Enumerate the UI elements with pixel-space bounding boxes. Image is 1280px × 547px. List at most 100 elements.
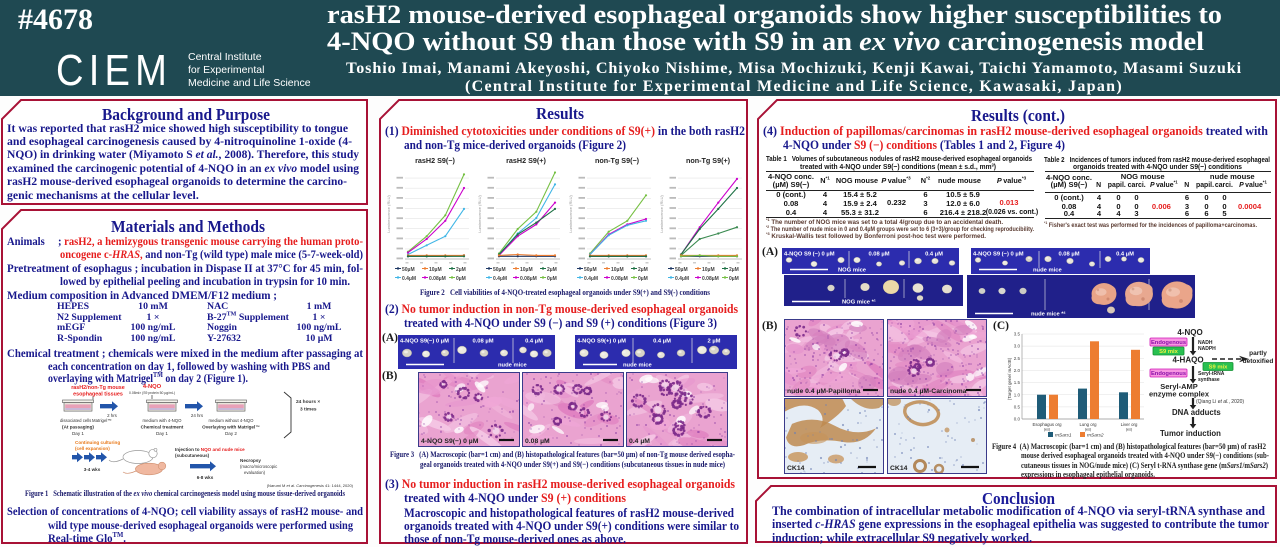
svg-text:1.5: 1.5 [1014, 380, 1021, 385]
svg-text:non-Tg S9(−): non-Tg S9(−) [595, 156, 640, 165]
svg-text:0.5: 0.5 [1014, 405, 1021, 410]
svg-text:(Target gene/ mActB): (Target gene/ mActB) [1007, 357, 1012, 400]
svg-text:0.0: 0.0 [1014, 417, 1021, 422]
svg-text:4-NQO: 4-NQO [1177, 328, 1202, 337]
svg-text:CK14: CK14 [787, 465, 805, 472]
svg-text:NADH: NADH [1198, 340, 1213, 346]
svg-text:4-NQO S9(−) 0 µM: 4-NQO S9(−) 0 µM [421, 438, 479, 445]
svg-text:0.4µM: 0.4µM [493, 276, 507, 282]
svg-text:2µM: 2µM [547, 267, 557, 273]
svg-text:0.4 µM: 0.4 µM [1116, 252, 1134, 258]
svg-text:Seryl-tRNA: Seryl-tRNA [1198, 371, 1225, 377]
svg-text:NOG mice: NOG mice [838, 268, 867, 274]
svg-text:24 hrs: 24 hrs [191, 413, 204, 418]
svg-text:2 µM: 2 µM [707, 339, 720, 345]
svg-text:0.08 µM: 0.08 µM [868, 252, 889, 258]
svg-text:0.08 µM: 0.08 µM [472, 339, 493, 345]
svg-text:(At passaging): (At passaging) [62, 425, 94, 430]
svg-text:50µM: 50µM [675, 267, 688, 273]
svg-text:rasH2/non-Tg mouse: rasH2/non-Tg mouse [71, 385, 125, 391]
svg-text:Matrigel™: Matrigel™ [92, 418, 112, 423]
svg-text:4-NQO S9(−) 0 µM: 4-NQO S9(−) 0 µM [400, 339, 449, 345]
svg-text:dissociated cells: dissociated cells [60, 418, 91, 423]
svg-text:S9 mix: S9 mix [1159, 349, 1178, 355]
svg-text:3-4 wks: 3-4 wks [84, 467, 101, 472]
svg-text:2 hrs: 2 hrs [107, 413, 118, 418]
svg-text:50µM: 50µM [493, 267, 506, 273]
svg-text:0.4 µM: 0.4 µM [653, 339, 671, 345]
svg-text:Luminescence (RLU): Luminescence (RLU) [386, 195, 391, 233]
svg-text:Endogenous: Endogenous [1151, 340, 1186, 346]
svg-text:nude 0.4 µM-Carcinoma: nude 0.4 µM-Carcinoma [890, 388, 967, 395]
svg-text:NOG mice *¹: NOG mice *¹ [842, 299, 876, 306]
svg-text:50µM: 50µM [402, 267, 415, 273]
svg-text:Continuing culturing: Continuing culturing [75, 440, 120, 445]
svg-text:0µM: 0µM [456, 276, 466, 282]
svg-text:Day 1: Day 1 [156, 431, 168, 436]
svg-text:(Qiang Li et al., 2020): (Qiang Li et al., 2020) [1196, 399, 1244, 405]
svg-text:4-NQO S9(+) 0 µM: 4-NQO S9(+) 0 µM [577, 339, 626, 345]
svg-text:4-NQO: 4-NQO [143, 384, 162, 390]
svg-text:esophageal tissues: esophageal tissues [73, 392, 123, 398]
svg-text:rasH2 S9(−): rasH2 S9(−) [415, 156, 455, 165]
svg-text:nude mice: nude mice [623, 363, 652, 369]
svg-text:partly: partly [1249, 350, 1267, 357]
svg-text:1.0: 1.0 [1014, 392, 1021, 397]
svg-text:nude mice *²: nude mice *² [1031, 311, 1066, 318]
svg-text:2µM: 2µM [638, 267, 648, 273]
svg-text:Seryl-AMP: Seryl-AMP [1160, 382, 1198, 391]
svg-text:0.4µM: 0.4µM [584, 276, 598, 282]
svg-text:0.08µM: 0.08µM [429, 276, 446, 282]
svg-text:NADPH: NADPH [1198, 346, 1216, 352]
svg-text:Luminescence (RLU): Luminescence (RLU) [659, 195, 664, 233]
svg-text:(cell expansion): (cell expansion) [75, 446, 110, 451]
svg-text:nude mice: nude mice [1033, 268, 1062, 274]
svg-text:(subcutaneous): (subcutaneous) [175, 453, 210, 458]
svg-text:DNA adducts: DNA adducts [1172, 408, 1221, 417]
svg-text:6-8 wks: 6-8 wks [197, 475, 214, 480]
svg-text:10µM: 10µM [520, 267, 533, 273]
svg-text:CK14: CK14 [890, 465, 908, 472]
svg-text:mSars1: mSars1 [1055, 433, 1072, 439]
svg-text:0µM: 0µM [729, 276, 739, 282]
svg-text:0.4µM: 0.4µM [402, 276, 416, 282]
svg-text:0.4 µM: 0.4 µM [629, 438, 650, 445]
svg-text:mSars2: mSars2 [1087, 433, 1104, 439]
svg-text:2µM: 2µM [456, 267, 466, 273]
svg-text:2.0: 2.0 [1014, 368, 1021, 373]
svg-text:0.08µM: 0.08µM [520, 276, 537, 282]
svg-text:3.0: 3.0 [1014, 344, 1021, 349]
svg-text:Necropsy: Necropsy [240, 458, 261, 463]
svg-text:rasH2 S9(+): rasH2 S9(+) [506, 156, 546, 165]
svg-text:0.4 µM: 0.4 µM [525, 339, 543, 345]
svg-text:S9 mix: S9 mix [1209, 365, 1228, 371]
svg-text:enzyme complex: enzyme complex [1149, 390, 1210, 399]
svg-text:medium without 4-NQO: medium without 4-NQO [209, 418, 255, 423]
svg-text:10µM: 10µM [611, 267, 624, 273]
svg-text:non-Tg S9(+): non-Tg S9(+) [686, 156, 731, 165]
svg-text:0µM: 0µM [638, 276, 648, 282]
svg-text:Esophagus org: Esophagus org [1033, 422, 1063, 427]
svg-text:2µM: 2µM [729, 267, 739, 273]
svg-text:3.5: 3.5 [1014, 332, 1021, 337]
svg-text:0µM: 0µM [547, 276, 557, 282]
svg-text:Day 1: Day 1 [72, 431, 84, 436]
svg-text:0.08µM: 0.08µM [611, 276, 628, 282]
svg-text:evaluation): evaluation) [244, 470, 266, 475]
svg-text:Tumor induction: Tumor induction [1160, 429, 1221, 438]
svg-text:Chemical treatment: Chemical treatment [141, 425, 184, 430]
svg-text:Injection to NQO and nude mice: Injection to NQO and nude mice [175, 447, 245, 452]
svg-text:24 hours ×: 24 hours × [296, 399, 320, 405]
svg-text:0.08ml× (S9 protein 50 µg/mL): 0.08ml× (S9 protein 50 µg/mL) [129, 391, 175, 395]
svg-text:4-NQO S9 (−) 0 µM: 4-NQO S9 (−) 0 µM [784, 252, 835, 258]
svg-text:3 times: 3 times [300, 407, 317, 413]
svg-text:nude mice: nude mice [498, 363, 527, 369]
svg-text:Luminescence (RLU): Luminescence (RLU) [568, 195, 573, 233]
svg-text:0.08 µM: 0.08 µM [1058, 252, 1079, 258]
svg-text:(es): (es) [1044, 428, 1051, 432]
svg-text:medium with 4-NQO: medium with 4-NQO [143, 418, 183, 423]
svg-text:Luminescence (RLU): Luminescence (RLU) [477, 195, 482, 233]
svg-text:(es): (es) [1085, 428, 1092, 432]
svg-text:nude 0.4 µM-Papilloma: nude 0.4 µM-Papilloma [787, 388, 861, 395]
svg-text:(es): (es) [1126, 428, 1133, 432]
